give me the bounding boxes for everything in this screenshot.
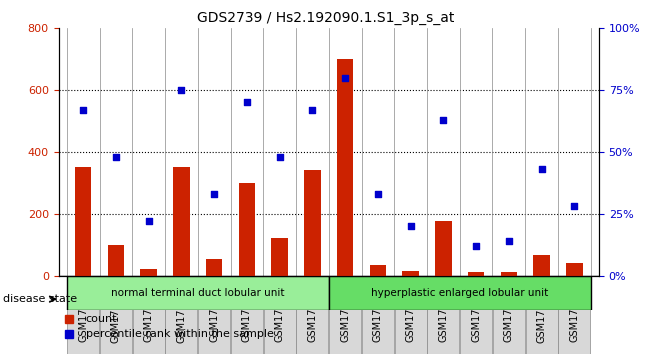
Bar	[141, 269, 157, 275]
Bar	[402, 271, 419, 275]
Text: count: count	[86, 314, 117, 324]
Bar	[533, 256, 550, 275]
Point	[275, 154, 285, 160]
Bar	[370, 265, 386, 275]
Text: disease state: disease state	[3, 294, 77, 304]
Text: hyperplastic enlarged lobular unit: hyperplastic enlarged lobular unit	[371, 288, 548, 298]
Point	[78, 107, 89, 113]
Bar	[468, 273, 484, 275]
Point	[209, 191, 219, 197]
FancyBboxPatch shape	[67, 275, 329, 310]
FancyBboxPatch shape	[198, 276, 230, 354]
Bar	[206, 258, 223, 275]
Point	[438, 117, 449, 122]
FancyBboxPatch shape	[525, 276, 558, 354]
Bar	[173, 167, 189, 275]
Point	[242, 100, 252, 105]
Bar	[501, 273, 517, 275]
Point	[372, 191, 383, 197]
FancyBboxPatch shape	[165, 276, 197, 354]
FancyBboxPatch shape	[329, 276, 361, 354]
Text: normal terminal duct lobular unit: normal terminal duct lobular unit	[111, 288, 284, 298]
Bar	[75, 167, 91, 275]
Bar	[435, 222, 452, 275]
Point	[176, 87, 187, 93]
Point	[307, 107, 318, 113]
Bar	[239, 183, 255, 275]
FancyBboxPatch shape	[100, 276, 132, 354]
Point	[569, 204, 579, 209]
Bar	[107, 245, 124, 275]
Point	[406, 223, 416, 229]
FancyBboxPatch shape	[493, 276, 525, 354]
Text: percentile rank within the sample: percentile rank within the sample	[86, 329, 273, 339]
Text: GDS2739 / Hs2.192090.1.S1_3p_s_at: GDS2739 / Hs2.192090.1.S1_3p_s_at	[197, 11, 454, 25]
Point	[504, 238, 514, 244]
Point	[536, 166, 547, 172]
Point	[340, 75, 350, 81]
FancyBboxPatch shape	[427, 276, 460, 354]
Point	[471, 243, 481, 249]
Point	[111, 154, 121, 160]
FancyBboxPatch shape	[67, 276, 99, 354]
FancyBboxPatch shape	[133, 276, 165, 354]
Bar	[271, 239, 288, 275]
FancyBboxPatch shape	[559, 276, 590, 354]
FancyBboxPatch shape	[395, 276, 426, 354]
FancyBboxPatch shape	[231, 276, 263, 354]
Bar	[337, 59, 353, 275]
FancyBboxPatch shape	[296, 276, 328, 354]
Bar	[304, 171, 320, 275]
Point	[143, 218, 154, 224]
Bar	[566, 263, 583, 275]
FancyBboxPatch shape	[329, 275, 590, 310]
FancyBboxPatch shape	[460, 276, 492, 354]
FancyBboxPatch shape	[362, 276, 394, 354]
FancyBboxPatch shape	[264, 276, 296, 354]
